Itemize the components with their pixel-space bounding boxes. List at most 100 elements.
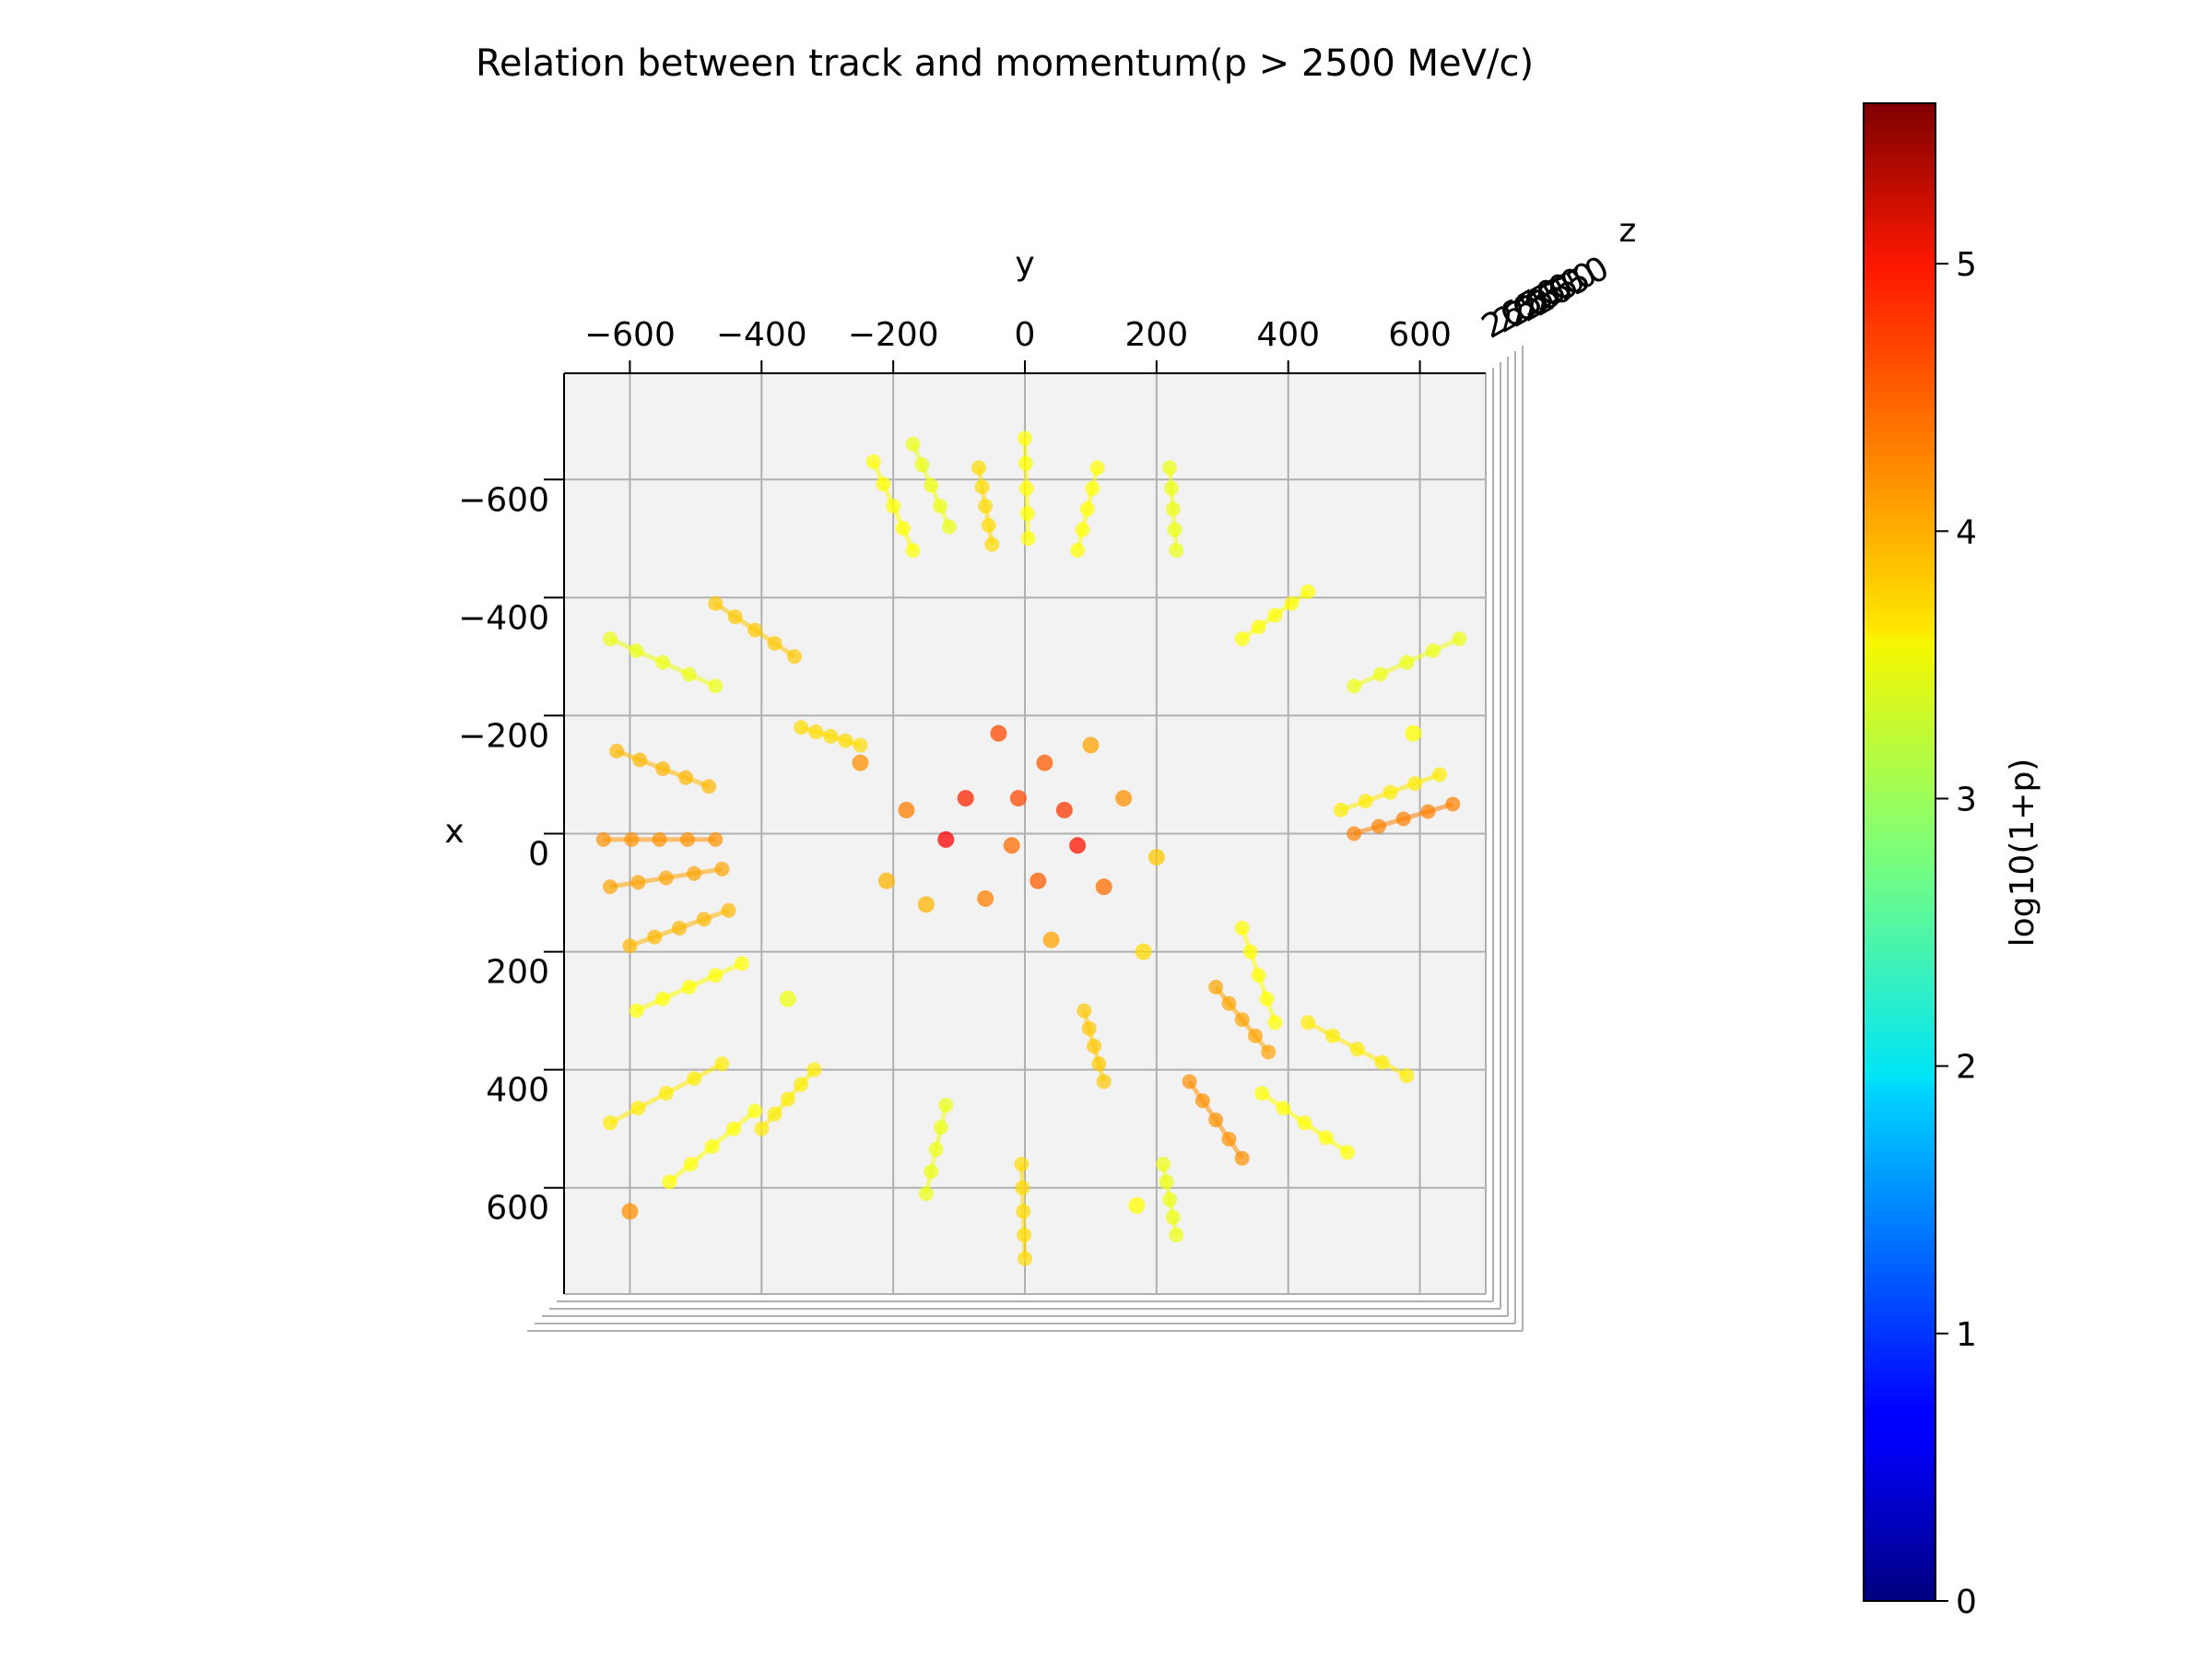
track-point [853,737,868,753]
track-point [794,720,809,735]
track-point [595,831,611,847]
track-point [823,728,839,744]
track-point [1221,1131,1237,1147]
y-axis-tick-label: −400 [716,316,807,354]
data-point [937,830,955,848]
track-point [1169,543,1184,559]
track-point [1382,784,1398,800]
track-point [630,875,646,890]
track-point [1208,1112,1224,1128]
track-point [1079,501,1095,517]
track-point [603,879,618,895]
colorbar-ticks: 0 1 2 3 4 5 [1936,246,1977,1621]
track-point [1096,1074,1112,1089]
track-point [767,635,782,651]
track-point [687,865,702,881]
track-point [714,861,730,877]
track-point [1251,968,1266,983]
track-point [1276,1100,1291,1116]
track-point [1016,1204,1031,1219]
track-point [1407,776,1423,792]
track-point [1017,1227,1032,1242]
data-point [1055,801,1073,818]
data-point [1135,943,1152,960]
track-point [978,499,994,514]
plot-area: −600 −400 −200 0 200 400 600 −600 −400 −200 0 200 4… [444,212,1636,1332]
track-point [658,870,674,886]
x-axis-label: x [444,813,464,851]
track-point [714,1056,730,1072]
track-point [708,678,724,694]
track-point [624,831,640,847]
data-point [1042,931,1060,948]
track-point [1254,1086,1270,1101]
track-point [708,968,724,983]
track-point [767,1106,782,1122]
track-point [974,479,990,495]
track-point [652,831,667,847]
track-point [622,938,638,954]
track-point [905,436,921,452]
track-point [1015,1180,1030,1195]
track-point [1208,980,1224,994]
data-point [1095,878,1112,896]
track-point [603,631,618,647]
track-point [876,477,891,492]
colorbar-gradient [1863,102,1936,1602]
x-axis-tick-label: 400 [486,1072,549,1110]
colorbar-label: log10(1+p) [2004,759,2041,947]
track-point [1018,1251,1032,1266]
tracks-layer [595,430,1467,1266]
track-point [1156,1157,1171,1172]
track-point [1333,802,1348,818]
track-point [838,733,853,748]
track-point [632,752,648,768]
track-point [865,454,881,470]
colorbar: 0 1 2 3 4 5 log10(1+p) [1863,102,2041,1621]
track-point [1018,455,1033,471]
data-point [621,1203,639,1220]
track-point [787,649,802,665]
track-point [655,761,671,777]
track-point [678,770,694,785]
x-axis-tick-label: −400 [458,599,549,637]
data-point [1405,724,1422,742]
track-point [647,929,663,945]
track-point [1081,1020,1097,1036]
track-point [1221,995,1237,1011]
track-point [708,831,724,847]
track-point [1162,460,1178,476]
track-point [794,1077,809,1092]
track-point [938,1098,954,1113]
track-point [1163,480,1179,496]
track-point [1248,1028,1263,1043]
y-axis-ticks: −600 −400 −200 0 200 400 600 [584,316,1452,373]
track-point [747,622,763,638]
data-point [1009,790,1027,807]
track-point [1242,944,1258,959]
track-point [1374,1054,1390,1070]
track-point [655,991,671,1006]
track-point [1452,631,1467,647]
track-point [1371,818,1386,834]
y-axis-tick-label: −200 [848,316,939,354]
x-axis-tick-label: −600 [458,481,549,519]
data-point [1030,872,1047,889]
track-point [1018,480,1034,496]
track-point [1165,1209,1181,1225]
track-point [1267,607,1283,623]
track-point [1297,1115,1312,1131]
track-point [754,1121,770,1136]
track-point [704,1138,720,1154]
track-point [933,499,948,514]
track-point [806,1062,822,1077]
track-point [1075,522,1090,537]
track-point [1259,991,1275,1006]
track-point [1347,678,1362,694]
track-point [1159,1174,1174,1190]
colorbar-tick-label: 0 [1956,1583,1977,1621]
track-point [1091,1056,1107,1072]
track-point [683,1157,699,1172]
track-point [1399,1068,1415,1084]
